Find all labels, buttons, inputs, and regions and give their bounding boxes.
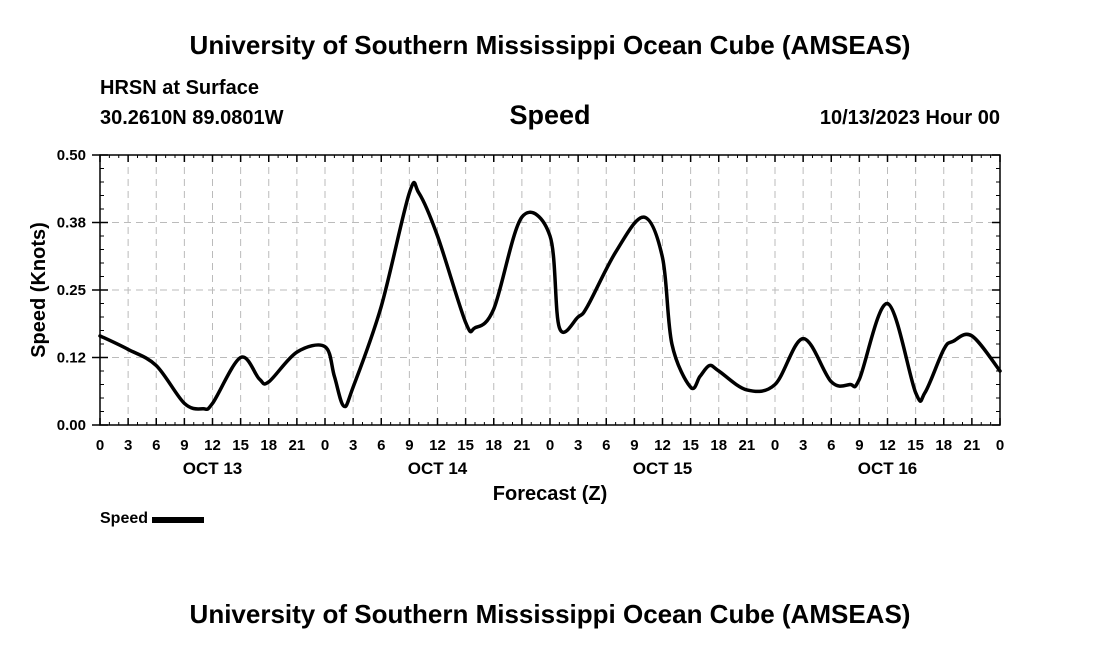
y-tick-label: 0.00 [57, 417, 86, 434]
axis-label-layer: 0 3 6 9 12 15 18 21 0 3 6 9 12 15 18 21 0 3 6 9 12 15 18 21 0 3 6 9… [57, 147, 1004, 478]
grid-layer [100, 155, 1000, 425]
x-tick-label: 12 [429, 437, 446, 454]
x-tick-label: 21 [289, 437, 306, 454]
station-label: HRSN at Surface [100, 77, 259, 99]
x-tick-label: 21 [964, 437, 981, 454]
day-label: OCT 14 [408, 459, 468, 478]
x-tick-label: 3 [349, 437, 357, 454]
x-tick-label: 3 [799, 437, 807, 454]
x-tick-label: 3 [124, 437, 132, 454]
y-tick-label: 0.12 [57, 350, 86, 367]
day-label: OCT 16 [858, 459, 918, 478]
speed-series-line [98, 180, 1002, 412]
y-axis-title: Speed (Knots) [28, 222, 50, 358]
x-tick-label: 6 [377, 437, 385, 454]
x-axis-title: Forecast (Z) [493, 483, 607, 505]
x-tick-label: 12 [204, 437, 221, 454]
x-tick-label: 15 [457, 437, 474, 454]
x-tick-label: 9 [405, 437, 413, 454]
x-tick-label: 15 [907, 437, 924, 454]
forecast-datestamp: 10/13/2023 Hour 00 [819, 107, 1000, 129]
day-label: OCT 15 [633, 459, 693, 478]
x-tick-label: 0 [321, 437, 329, 454]
x-tick-label: 15 [682, 437, 699, 454]
x-tick-label: 6 [827, 437, 835, 454]
x-tick-label: 3 [574, 437, 582, 454]
variable-title: Speed [509, 100, 591, 130]
coordinates-label: 30.2610N 89.0801W [100, 107, 284, 129]
x-tick-label: 15 [232, 437, 249, 454]
day-label: OCT 13 [183, 459, 243, 478]
x-tick-label: 21 [514, 437, 531, 454]
x-tick-label: 18 [485, 437, 502, 454]
x-tick-label: 6 [152, 437, 160, 454]
legend-label: Speed [100, 510, 149, 527]
x-tick-label: 12 [879, 437, 896, 454]
x-tick-label: 0 [996, 437, 1004, 454]
x-tick-label: 9 [630, 437, 638, 454]
x-tick-label: 6 [602, 437, 610, 454]
chart-title-bottom: University of Southern Mississippi Ocean… [189, 599, 911, 629]
x-tick-label: 18 [935, 437, 952, 454]
speed-chart: 0 3 6 9 12 15 18 21 0 3 6 9 12 15 18 21 0 3 6 9 12 15 18 21 0 3 6 9… [28, 147, 1004, 505]
tick-layer [92, 154, 1001, 426]
x-tick-label: 21 [739, 437, 756, 454]
x-tick-label: 18 [260, 437, 277, 454]
x-tick-label: 18 [710, 437, 727, 454]
y-tick-label: 0.38 [57, 215, 86, 232]
x-tick-label: 12 [654, 437, 671, 454]
x-tick-label: 0 [96, 437, 104, 454]
legend-swatch [152, 517, 205, 523]
x-tick-label: 0 [546, 437, 554, 454]
chart-title-top: University of Southern Mississippi Ocean… [189, 30, 911, 60]
y-tick-label: 0.25 [57, 282, 86, 299]
x-tick-label: 0 [771, 437, 779, 454]
y-tick-label: 0.50 [57, 147, 86, 164]
x-tick-label: 9 [855, 437, 863, 454]
legend: Speed [100, 510, 205, 528]
x-tick-label: 9 [180, 437, 188, 454]
